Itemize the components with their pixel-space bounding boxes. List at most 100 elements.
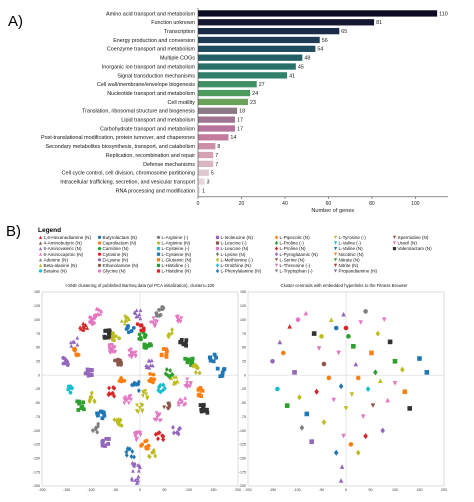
data-point: [174, 374, 179, 379]
data-point: [112, 417, 117, 423]
data-point: [85, 326, 90, 330]
data-point: [179, 316, 184, 321]
bar: [198, 36, 320, 44]
data-point: [207, 355, 212, 360]
data-point: [81, 324, 86, 329]
data-point: [168, 368, 173, 373]
data-point: [201, 405, 206, 409]
data-point: [147, 358, 152, 363]
value-label: 17: [237, 126, 243, 132]
legend-label: Uracil (N): [398, 241, 418, 246]
data-point: [154, 411, 159, 415]
scatter-left-title: t-SNE clustering of published BarSeq dat…: [66, 283, 216, 288]
data-point: [107, 343, 112, 348]
legend-marker: [274, 269, 279, 273]
data-point: [83, 371, 88, 376]
data-point: [166, 403, 171, 408]
legend-marker: [38, 269, 43, 273]
centroid-point: [363, 309, 368, 314]
data-point: [127, 354, 132, 358]
data-point: [133, 350, 138, 355]
centroid-point: [358, 320, 363, 325]
legend-label: Cytosine (N): [103, 252, 129, 257]
legend-marker: [333, 252, 338, 256]
centroid-point: [311, 331, 317, 336]
legend-label: L-Arginine (-): [162, 235, 189, 240]
centroid-point: [360, 414, 366, 420]
y-tick-label: -125: [239, 443, 246, 447]
data-point: [161, 437, 166, 443]
value-label: 8: [217, 144, 220, 150]
data-point: [81, 407, 86, 412]
data-point: [68, 390, 73, 395]
data-point: [107, 345, 112, 350]
legend-label: 6-Aminocaproic (N): [44, 252, 84, 257]
data-point: [90, 322, 95, 326]
data-point: [132, 380, 137, 386]
legend-label: Nitrite (N): [339, 263, 359, 268]
legend-label: L-Isoleucine (N): [221, 235, 254, 240]
data-point: [88, 394, 93, 400]
data-point: [162, 405, 167, 410]
data-point: [163, 371, 168, 377]
data-point: [113, 334, 118, 339]
data-point: [106, 437, 111, 441]
data-point: [126, 401, 131, 406]
data-point: [151, 380, 155, 385]
legend-marker: [215, 235, 220, 239]
data-point: [111, 331, 115, 336]
bar: [198, 45, 316, 52]
centroid-point: [417, 356, 422, 361]
data-point: [157, 413, 162, 417]
data-point: [141, 327, 146, 332]
bar-chart: Amino acid transport and metabolism 110 Fu…: [41, 8, 448, 214]
y-tick-label: -25: [35, 387, 40, 391]
data-point: [137, 463, 142, 468]
data-point: [137, 332, 142, 337]
bar: [198, 151, 214, 159]
legend-marker: [156, 269, 161, 273]
data-point: [75, 335, 80, 340]
centroid-point: [284, 403, 290, 408]
data-point: [218, 374, 223, 379]
legend-label: L-Lysine (N): [221, 252, 246, 257]
y-tick-label: 25: [242, 359, 246, 363]
data-point: [99, 309, 104, 313]
data-point: [129, 347, 134, 352]
legend-marker: [38, 258, 43, 262]
legend-marker: [156, 252, 161, 256]
data-point: [136, 388, 141, 394]
legend-label: Spermidine (N): [398, 235, 429, 240]
data-point: [110, 334, 115, 339]
centroid-point: [292, 370, 297, 375]
legend-marker: [215, 252, 220, 257]
centroid-point: [316, 346, 322, 351]
value-label: 41: [289, 73, 295, 79]
centroid-point: [343, 406, 349, 411]
bar: [198, 54, 303, 61]
y-tick-label: -100: [239, 429, 246, 433]
data-point: [107, 390, 112, 396]
data-point: [139, 323, 144, 328]
centroid-point: [321, 361, 327, 367]
legend-marker: [215, 241, 220, 245]
data-point: [90, 368, 94, 372]
data-point: [75, 342, 80, 347]
data-point: [99, 409, 104, 414]
bar: [198, 89, 251, 97]
data-point: [164, 352, 169, 357]
data-point: [205, 410, 210, 415]
data-point: [78, 325, 82, 330]
data-point: [141, 394, 145, 399]
legend-label: L-Cysteine (-): [162, 246, 190, 251]
data-point: [69, 343, 74, 348]
y-tick-label: 0: [244, 373, 246, 377]
centroid-point: [280, 350, 286, 356]
bar: [198, 19, 375, 26]
data-point: [119, 423, 124, 429]
data-point: [145, 397, 150, 401]
value-label: 3: [207, 179, 210, 185]
y-tick-label: -175: [239, 470, 246, 474]
data-point: [115, 420, 120, 426]
